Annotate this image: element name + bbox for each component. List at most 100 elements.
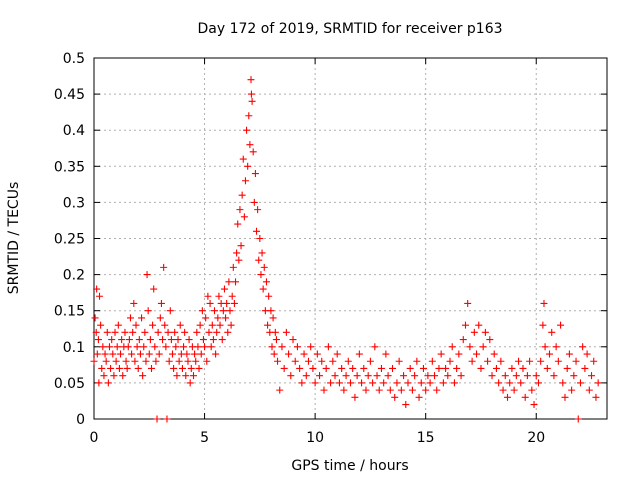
data-point <box>145 350 153 358</box>
data-point <box>227 321 235 329</box>
data-point <box>526 357 534 365</box>
data-point <box>492 364 500 372</box>
data-point <box>209 336 217 344</box>
data-point <box>245 112 253 120</box>
data-point <box>103 328 111 336</box>
data-point <box>411 372 419 380</box>
data-point <box>174 336 182 344</box>
data-point <box>248 97 256 105</box>
data-point <box>130 299 138 307</box>
data-point <box>197 350 205 358</box>
data-point <box>175 357 183 365</box>
data-point <box>351 393 359 401</box>
data-point <box>134 364 142 372</box>
data-point <box>220 285 228 293</box>
y-tick-label: 0.2 <box>63 268 85 284</box>
data-point <box>269 314 277 322</box>
data-point <box>408 386 416 394</box>
data-point <box>391 393 399 401</box>
data-point <box>576 379 584 387</box>
data-point <box>331 372 339 380</box>
data-point <box>293 343 301 351</box>
data-point <box>583 350 591 358</box>
data-point <box>233 249 241 257</box>
x-tick-label: 20 <box>527 430 545 446</box>
data-point <box>128 350 136 358</box>
data-point <box>362 386 370 394</box>
data-point <box>473 350 481 358</box>
data-point <box>218 336 226 344</box>
data-point <box>594 379 602 387</box>
data-point <box>170 364 178 372</box>
data-point <box>135 336 143 344</box>
data-point <box>107 364 115 372</box>
data-point <box>91 314 99 322</box>
data-point <box>202 314 210 322</box>
data-points <box>90 76 602 423</box>
data-point <box>322 364 330 372</box>
data-point <box>112 357 120 365</box>
data-point <box>168 350 176 358</box>
data-point <box>146 336 154 344</box>
data-point <box>364 372 372 380</box>
y-tick-label: 0.3 <box>63 195 85 211</box>
data-point <box>417 379 425 387</box>
data-point <box>579 343 587 351</box>
data-point <box>373 372 381 380</box>
data-point <box>386 386 394 394</box>
data-point <box>173 372 181 380</box>
data-point <box>287 372 295 380</box>
data-point <box>548 328 556 336</box>
data-point <box>214 314 222 322</box>
data-point <box>424 372 432 380</box>
y-tick-label: 0.45 <box>54 87 85 103</box>
data-point <box>180 343 188 351</box>
data-point <box>466 343 474 351</box>
data-point <box>193 328 201 336</box>
data-point <box>272 336 280 344</box>
data-point <box>208 321 216 329</box>
data-point <box>530 401 538 409</box>
data-point <box>96 292 104 300</box>
data-point <box>369 379 377 387</box>
data-point <box>230 299 238 307</box>
data-point <box>105 343 113 351</box>
data-point <box>468 357 476 365</box>
data-point <box>141 328 149 336</box>
data-point <box>426 379 434 387</box>
data-point <box>195 364 203 372</box>
data-point <box>455 350 463 358</box>
data-point <box>521 393 529 401</box>
data-point <box>187 364 195 372</box>
data-point <box>479 343 487 351</box>
data-point <box>260 263 268 271</box>
y-tick-label: 0.15 <box>54 304 85 320</box>
data-point <box>501 372 509 380</box>
data-point <box>203 357 211 365</box>
data-point <box>143 271 151 279</box>
data-point <box>139 372 147 380</box>
data-point <box>355 350 363 358</box>
data-point <box>109 350 117 358</box>
data-point <box>506 379 514 387</box>
data-point <box>344 357 352 365</box>
data-point <box>559 379 567 387</box>
data-point <box>280 364 288 372</box>
data-point <box>475 321 483 329</box>
data-point <box>382 350 390 358</box>
data-point <box>311 379 319 387</box>
data-point <box>93 350 101 358</box>
data-point <box>185 336 193 344</box>
data-point <box>289 336 297 344</box>
y-tick-label: 0 <box>76 412 85 428</box>
data-point <box>419 364 427 372</box>
data-point <box>442 364 450 372</box>
x-tick-label: 15 <box>417 430 435 446</box>
data-point <box>397 386 405 394</box>
data-point <box>318 357 326 365</box>
data-point <box>228 292 236 300</box>
data-point <box>433 386 441 394</box>
data-point <box>150 285 158 293</box>
data-point <box>307 343 315 351</box>
data-point <box>267 307 275 315</box>
